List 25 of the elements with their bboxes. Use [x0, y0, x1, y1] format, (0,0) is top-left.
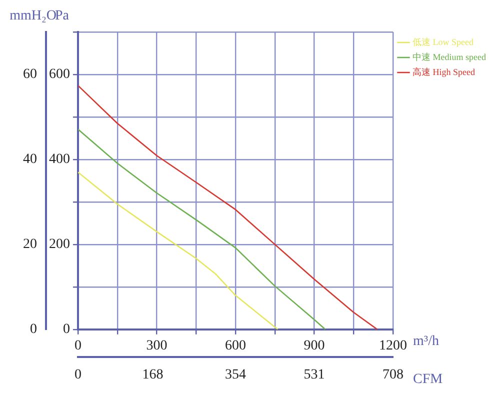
x-tick-label: 300 — [146, 338, 168, 354]
y-axis-title: Pa — [55, 8, 70, 24]
x-tick-label: 1200 — [379, 338, 408, 354]
legend-label: 高速 High Speed — [412, 66, 476, 77]
legend-label: 低速 Low Speed — [412, 36, 474, 47]
x2-tick-label: 531 — [304, 367, 325, 382]
x2-tick-label: 354 — [225, 367, 246, 382]
x-tick-label: 600 — [225, 338, 246, 354]
y-tick-label: 0 — [63, 322, 70, 338]
x2-tick-label: 168 — [142, 367, 164, 382]
y2-tick-label: 20 — [23, 237, 37, 252]
legend-label: 中速 Medium speed — [412, 52, 486, 62]
x-axis-title: m³/h — [413, 334, 439, 350]
y-tick-label: 400 — [49, 152, 70, 168]
x-tick-label: 0 — [74, 338, 82, 354]
y-tick-label: 600 — [49, 67, 70, 82]
y2-tick-label: 0 — [30, 322, 37, 338]
y-tick-label: 200 — [49, 237, 70, 252]
y2-tick-label: 40 — [23, 152, 37, 168]
x-tick-label: 900 — [304, 338, 325, 354]
y2-axis-title: mmH₂O — [10, 8, 56, 24]
y2-tick-label: 60 — [23, 67, 37, 82]
x2-tick-label: 0 — [74, 367, 82, 382]
x2-axis-title: CFM — [413, 372, 444, 387]
x2-tick-label: 708 — [382, 367, 404, 382]
